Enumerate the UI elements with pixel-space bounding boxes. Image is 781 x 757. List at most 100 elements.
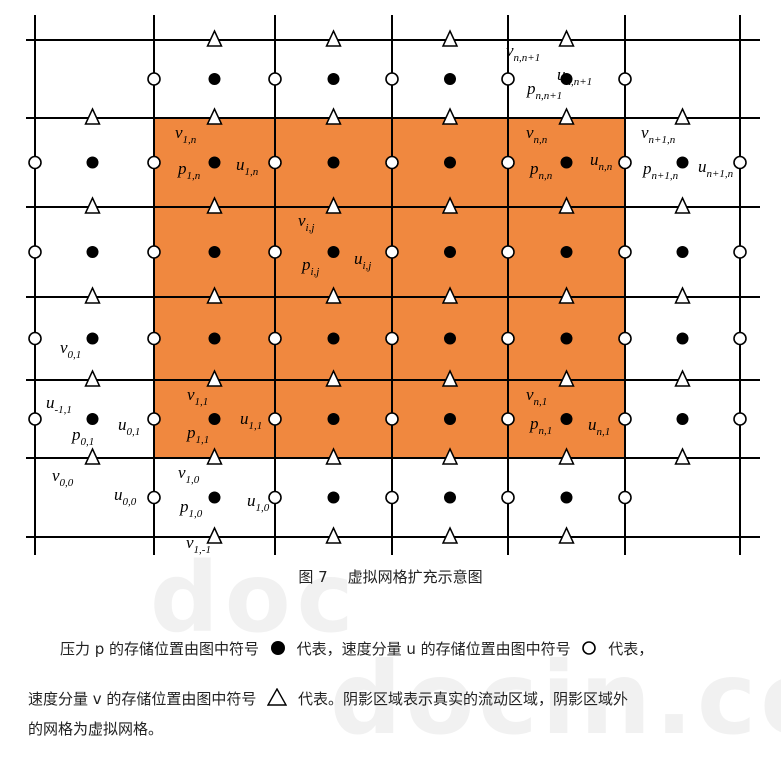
velocity-v-triangle: [325, 447, 342, 465]
velocity-v-triangle: [206, 286, 223, 304]
pressure-dot: [86, 413, 99, 425]
velocity-v-triangle: [558, 29, 575, 47]
label-u-0-0: u0,0: [114, 485, 137, 508]
label-u-0-1: u0,1: [118, 415, 140, 438]
velocity-u-circle: [147, 490, 161, 505]
label-p-0-1: p0,1: [71, 425, 94, 448]
watermark-doc: doc: [150, 542, 360, 654]
pressure-dot: [208, 73, 221, 85]
velocity-u-circle: [733, 331, 747, 346]
velocity-v-triangle: [84, 369, 101, 387]
paragraph-text-2b: 代表。阴影区域表示真实的流动区域，阴影区域外: [297, 690, 628, 708]
velocity-v-triangle: [84, 286, 101, 304]
label-u-n-n: un,n: [590, 150, 613, 173]
velocity-v-triangle: [84, 196, 101, 214]
pressure-dot: [208, 156, 221, 169]
pressure-dot: [327, 156, 340, 169]
velocity-v-triangle: [206, 107, 223, 125]
velocity-u-circle: [147, 245, 161, 259]
pressure-dot: [444, 332, 456, 345]
pressure-dot: [327, 332, 340, 345]
velocity-v-triangle: [206, 196, 223, 214]
label-p-1-1: p1,1: [186, 423, 209, 446]
velocity-u-circle: [733, 412, 747, 426]
velocity-u-circle: [28, 155, 42, 170]
velocity-v-triangle: [441, 447, 459, 465]
real-flow-region: [154, 118, 625, 458]
paragraph-text-2a: 速度分量 v 的存储位置由图中符号: [28, 690, 257, 708]
pressure-dot: [327, 73, 340, 85]
label-v-0-1: v0,1: [60, 338, 81, 361]
paragraph-line-3: 的网格为虚拟网格。: [28, 716, 768, 742]
velocity-v-triangle: [325, 526, 342, 544]
pressure-dot: [327, 413, 340, 425]
pressure-dot: [86, 332, 99, 345]
velocity-v-triangle: [558, 447, 575, 465]
velocity-u-circle: [618, 155, 632, 170]
velocity-v-triangle: [441, 107, 459, 125]
label-u-n+1-n: un+1,n: [698, 157, 734, 180]
label-v-i-j: vi,j: [298, 211, 314, 234]
velocity-u-circle: [147, 331, 161, 346]
label-p-n-n: pn,n: [529, 159, 553, 182]
label-v-1-n: v1,n: [175, 123, 197, 146]
pressure-dot: [560, 156, 573, 169]
pressure-dot: [327, 491, 340, 504]
paragraph-text-1a: 压力 p 的存储位置由图中符号: [60, 640, 260, 658]
label-u-1-0: u1,0: [247, 491, 270, 514]
velocity-u-circle: [733, 155, 747, 170]
pressure-dot: [676, 332, 689, 345]
label-v-1-0: v1,0: [178, 463, 200, 486]
velocity-u-circle: [501, 331, 515, 346]
pressure-dot: [444, 491, 456, 504]
velocity-u-circle: [501, 155, 515, 170]
velocity-u-circle: [268, 331, 282, 346]
velocity-u-circle: [501, 490, 515, 505]
velocity-v-triangle: [441, 286, 459, 304]
velocity-u-circle: [618, 490, 632, 505]
velocity-v-triangle: [558, 107, 575, 125]
velocity-u-circle: [147, 155, 161, 170]
pressure-dot: [327, 246, 340, 258]
pressure-dot: [208, 246, 221, 258]
label-u-i-j: ui,j: [354, 249, 371, 272]
velocity-u-circle: [618, 331, 632, 346]
pressure-dot: [560, 73, 573, 85]
label-p-n+1-n: pn+1,n: [642, 159, 679, 182]
velocity-v-triangle: [206, 526, 223, 544]
velocity-v-triangle: [325, 29, 342, 47]
hollow-circle-icon: [582, 641, 597, 655]
velocity-u-circle: [501, 72, 515, 86]
label-v-1-1: v1,1: [187, 385, 208, 408]
velocity-v-triangle: [674, 196, 691, 214]
velocity-v-triangle: [441, 29, 459, 47]
velocity-u-circle: [733, 245, 747, 259]
velocity-u-circle: [268, 155, 282, 170]
label-v-1--1: v1,-1: [186, 533, 211, 556]
velocity-v-triangle: [325, 369, 342, 387]
velocity-v-triangle: [441, 196, 459, 214]
pressure-dot: [560, 491, 573, 504]
pressure-dot: [208, 413, 221, 425]
pressure-dot: [560, 332, 573, 345]
paragraph-text-1b: 代表，速度分量 u 的存储位置由图中符号: [296, 640, 571, 658]
label-v-n-1: vn,1: [526, 385, 547, 408]
velocity-u-circle: [618, 412, 632, 426]
velocity-u-circle: [268, 245, 282, 259]
staggered-grid-diagram: vn,n+1 un,n+1pn,n+1 v1,n p1,n u1,n vn,n pn,n un…: [26, 15, 760, 556]
velocity-v-triangle: [674, 107, 691, 125]
pressure-dot: [444, 156, 456, 169]
label-v-n-n+1: vn,n+1: [506, 41, 540, 64]
velocity-v-triangle: [558, 369, 575, 387]
watermark-docin: docin.com: [330, 640, 781, 757]
label-p-1-n: p1,n: [177, 159, 201, 182]
velocity-u-circle: [501, 245, 515, 259]
pressure-dot: [86, 246, 99, 258]
velocity-u-circle: [147, 412, 161, 426]
velocity-v-triangle: [558, 196, 575, 214]
label-p-i-j: pi,j: [301, 255, 319, 278]
velocity-v-triangle: [325, 107, 342, 125]
pressure-dot: [676, 413, 689, 425]
velocity-v-triangle: [206, 29, 223, 47]
velocity-v-triangle: [325, 286, 342, 304]
